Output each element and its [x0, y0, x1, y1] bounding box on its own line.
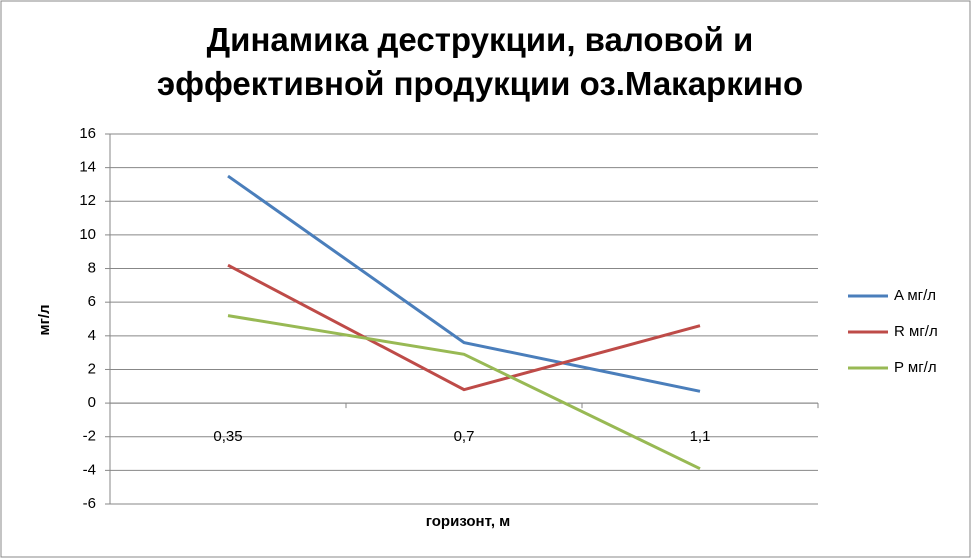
x-tick-label: 0,35 [213, 428, 242, 445]
y-tick-label: 8 [88, 260, 96, 277]
x-tick-label: 0,7 [454, 428, 475, 445]
chart-title: Динамика деструкции, валовой и эффективн… [156, 21, 804, 102]
legend-label: R мг/л [894, 323, 938, 340]
y-tick-label: 0 [88, 394, 96, 411]
x-tick-label: 1,1 [690, 428, 711, 445]
legend-label: A мг/л [894, 287, 936, 304]
y-tick-label: 16 [79, 125, 96, 142]
x-axis-label: горизонт, м [426, 513, 511, 530]
data-line [227, 263, 701, 392]
data-line [227, 174, 701, 393]
y-tick-label: -2 [83, 428, 96, 445]
data-line [227, 314, 701, 471]
y-tick-label: 4 [88, 327, 96, 344]
y-tick-label: 14 [79, 159, 96, 176]
y-tick-label: 10 [79, 226, 96, 243]
y-axis-label: мг/л [36, 304, 53, 335]
y-tick-label: 2 [88, 360, 96, 377]
legend-label: P мг/л [894, 359, 937, 376]
y-tick-label: 6 [88, 293, 96, 310]
y-tick-label: 12 [79, 192, 96, 209]
y-tick-label: -4 [83, 461, 96, 478]
y-tick-label: -6 [83, 495, 96, 512]
